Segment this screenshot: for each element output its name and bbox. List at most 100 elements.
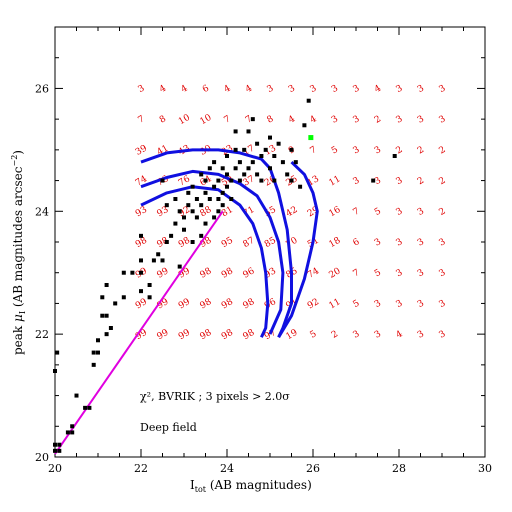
data-point xyxy=(255,172,260,177)
grid-value: 3 xyxy=(438,298,448,310)
grid-value: 3 xyxy=(395,206,405,218)
grid-value: 3 xyxy=(330,114,340,126)
grid-value: 5 xyxy=(309,329,319,341)
data-point xyxy=(139,289,143,294)
data-point xyxy=(289,147,294,152)
data-point xyxy=(104,283,109,287)
data-point xyxy=(182,227,186,232)
data-point xyxy=(96,350,100,355)
grid-value: 5 xyxy=(352,298,362,310)
data-point xyxy=(203,178,208,183)
data-point xyxy=(104,332,109,337)
grid-value: 3 xyxy=(373,145,383,157)
data-point xyxy=(216,178,221,183)
data-point xyxy=(220,166,225,171)
grid-value: 98 xyxy=(199,328,214,343)
data-point xyxy=(186,190,191,195)
grid-value: 11 xyxy=(328,297,343,311)
grid-value: 3 xyxy=(373,176,383,188)
scatter-points xyxy=(53,98,397,453)
probability-contour xyxy=(277,161,319,338)
data-point xyxy=(276,141,281,146)
fit-line-layer xyxy=(54,210,224,455)
data-point xyxy=(57,448,62,453)
data-point xyxy=(263,147,268,152)
data-point xyxy=(164,240,169,244)
data-point xyxy=(147,295,152,300)
data-point xyxy=(190,240,195,244)
data-point xyxy=(113,301,118,306)
data-point xyxy=(130,270,135,275)
data-point xyxy=(280,160,285,165)
grid-value: 3 xyxy=(395,176,405,188)
x-label-rest: (AB magnitudes) xyxy=(206,478,312,492)
data-point xyxy=(173,221,178,226)
data-point xyxy=(190,184,195,189)
grid-value: 4 xyxy=(223,83,233,95)
data-point xyxy=(225,172,229,177)
grid-value: 98 xyxy=(242,328,257,343)
data-point xyxy=(147,283,152,287)
grid-value: 7 xyxy=(244,114,254,126)
grid-value: 2 xyxy=(395,145,405,157)
grid-value: 3 xyxy=(287,83,297,95)
data-point xyxy=(237,160,242,165)
data-point xyxy=(160,178,165,183)
data-point xyxy=(220,203,225,208)
grid-value: 2 xyxy=(373,114,383,126)
grid-value: 3 xyxy=(395,268,405,280)
grid-value: 2 xyxy=(438,176,448,188)
data-point xyxy=(229,178,234,183)
grid-value: 2 xyxy=(416,145,426,157)
grid-value: 4 xyxy=(180,83,190,95)
x-label-main: I xyxy=(190,478,195,492)
x-axis-label: Itot (AB magnitudes) xyxy=(190,478,312,494)
data-point xyxy=(250,160,255,165)
grid-value: 96 xyxy=(263,297,278,312)
y-label-sub: I xyxy=(18,311,27,314)
data-point xyxy=(53,448,57,453)
data-point xyxy=(233,129,238,134)
data-point xyxy=(156,252,161,257)
annotation-chi: χ², BVRIK ; 3 pixels > 2.0σ xyxy=(140,390,290,403)
x-tick-label: 30 xyxy=(478,462,492,475)
grid-value: 92 xyxy=(177,205,192,219)
grid-value: 10 xyxy=(177,113,192,128)
data-point xyxy=(164,203,169,208)
data-point xyxy=(233,147,238,152)
data-point xyxy=(289,178,294,183)
data-point xyxy=(229,197,234,201)
fit-line xyxy=(54,210,224,455)
grid-value: 3 xyxy=(373,329,383,341)
grid-value: 42 xyxy=(285,205,300,219)
grid-value: 4 xyxy=(395,329,405,341)
x-tick-label: 28 xyxy=(392,462,406,475)
grid-value: 4 xyxy=(244,83,254,95)
grid-value: 3 xyxy=(416,237,426,249)
grid-value: 4 xyxy=(309,114,319,126)
grid-value: 4 xyxy=(373,83,383,95)
data-point xyxy=(216,197,221,201)
x-label-sub: tot xyxy=(195,485,207,494)
y-tick-label: 20 xyxy=(35,451,49,464)
data-point xyxy=(53,442,57,447)
y-label-close: ) xyxy=(11,150,25,155)
data-point xyxy=(87,405,92,410)
grid-value: 98 xyxy=(199,266,214,281)
grid-value: 99 xyxy=(177,297,192,312)
data-point xyxy=(285,172,290,177)
data-point xyxy=(268,166,272,171)
data-point xyxy=(272,178,277,183)
data-point xyxy=(242,172,247,177)
data-point xyxy=(139,233,143,238)
data-point xyxy=(233,166,238,171)
data-point xyxy=(55,350,60,355)
data-point xyxy=(392,154,397,158)
data-point xyxy=(255,141,260,146)
grid-value: 71 xyxy=(242,205,257,219)
data-point xyxy=(203,221,208,226)
grid-value: 7 xyxy=(137,114,147,126)
data-point xyxy=(182,215,186,220)
